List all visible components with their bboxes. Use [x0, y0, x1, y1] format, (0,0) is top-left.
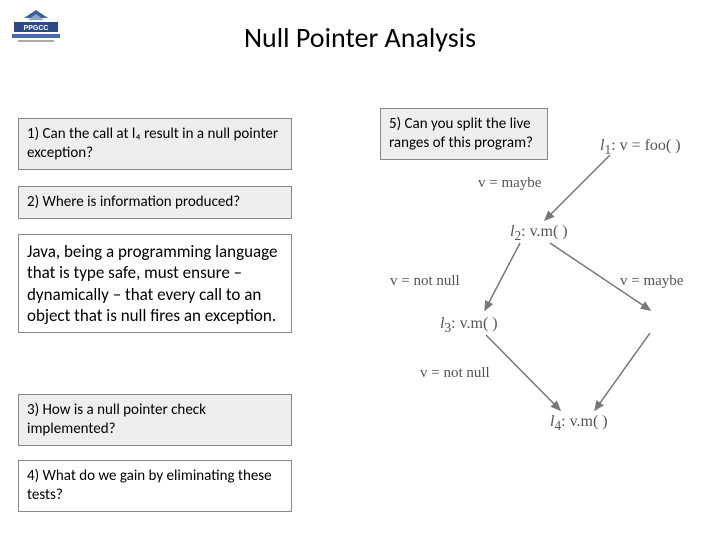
node-l4-text: l4: v.m( ) — [550, 413, 608, 430]
node-l1-text: l1: v = foo( ) — [600, 137, 681, 154]
node-l2: l2: v.m( ) — [510, 223, 568, 244]
edge-label-23-right: v = maybe — [620, 273, 683, 290]
edge-label-34: v = not null — [420, 365, 490, 382]
node-l4: l4: v.m( ) — [550, 413, 608, 434]
question-2: 2) Where is information produced? — [18, 186, 292, 219]
question-1-text: 1) Can the call at l₄ result in a null p… — [27, 125, 278, 162]
node-l2-text: l2: v.m( ) — [510, 223, 568, 240]
node-l3: l3: v.m( ) — [440, 315, 498, 336]
diagram-edges — [390, 135, 710, 515]
question-1: 1) Can the call at l₄ result in a null p… — [18, 118, 292, 170]
question-4: 4) What do we gain by eliminating these … — [18, 460, 292, 512]
node-l1: l1: v = foo( ) — [600, 137, 681, 158]
java-explanation-text: Java, being a programming language that … — [27, 241, 277, 326]
edge-label-23-left: v = not null — [390, 273, 460, 290]
java-explanation: Java, being a programming language that … — [18, 234, 292, 333]
flow-diagram: l1: v = foo( ) l2: v.m( ) l3: v.m( ) l4:… — [390, 135, 710, 515]
question-2-text: 2) Where is information produced? — [27, 193, 240, 211]
node-l3-text: l3: v.m( ) — [440, 315, 498, 332]
page-title: Null Pointer Analysis — [0, 20, 720, 55]
edge-label-12: v = maybe — [478, 175, 541, 192]
question-3: 3) How is a null pointer check implement… — [18, 394, 292, 446]
question-3-text: 3) How is a null pointer check implement… — [27, 401, 206, 438]
question-4-text: 4) What do we gain by eliminating these … — [27, 467, 272, 504]
